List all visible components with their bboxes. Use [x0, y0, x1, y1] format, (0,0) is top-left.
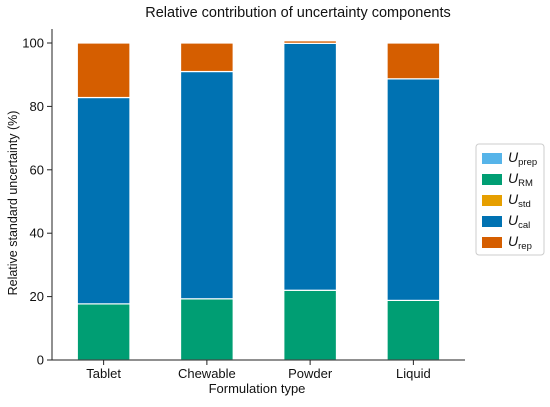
- legend: Uprep URM Ustd Ucal Urep: [475, 143, 545, 256]
- bars-layer: [76, 40, 441, 361]
- legend-label-rm: URM: [508, 170, 533, 189]
- bar-segment-rm-tablet: [76, 303, 131, 361]
- legend-swatch-prep: [482, 153, 502, 164]
- bar-segment-rep-powder: [283, 40, 338, 44]
- bar-segment-rm-liquid: [386, 299, 441, 361]
- y-tick-label: 40: [30, 226, 44, 241]
- legend-swatch-std: [482, 195, 502, 206]
- bar-segment-cal-powder: [283, 42, 338, 291]
- x-axis-label: Formulation type: [209, 381, 306, 396]
- x-tick-label-chewable: Chewable: [178, 366, 236, 381]
- bar-segment-cal-chewable: [179, 70, 234, 300]
- legend-swatch-rm: [482, 174, 502, 185]
- bar-segment-rm-powder: [283, 289, 338, 361]
- y-tick-label: 20: [30, 289, 44, 304]
- legend-label-rep: Urep: [508, 233, 532, 252]
- x-tick-label-tablet: Tablet: [86, 366, 121, 381]
- y-tick-label: 0: [37, 353, 44, 368]
- legend-label-std: Ustd: [508, 191, 531, 210]
- x-tick-label-liquid: Liquid: [396, 366, 431, 381]
- y-tick-label: 80: [30, 99, 44, 114]
- bar-segment-rep-tablet: [76, 42, 131, 99]
- bar-segment-rep-liquid: [386, 42, 441, 80]
- axes-layer: 0 20 40 60 80 100 Tablet Chewable Powder Liquid: [22, 29, 465, 381]
- legend-swatch-cal: [482, 216, 502, 227]
- x-tick-label-powder: Powder: [288, 366, 333, 381]
- bar-segment-cal-tablet: [76, 96, 131, 305]
- legend-label-prep: Uprep: [508, 149, 537, 168]
- chart-title: Relative contribution of uncertainty com…: [145, 5, 450, 21]
- y-tick-label: 60: [30, 162, 44, 177]
- legend-label-cal: Ucal: [508, 212, 530, 231]
- y-tick-label: 100: [22, 36, 44, 51]
- legend-box: [475, 143, 545, 256]
- y-axis-label: Relative standard uncertainty (%): [6, 111, 20, 296]
- legend-swatch-rep: [482, 237, 502, 248]
- bar-segment-rep-chewable: [179, 42, 234, 73]
- bar-segment-cal-liquid: [386, 78, 441, 302]
- bar-segment-rm-chewable: [179, 298, 234, 361]
